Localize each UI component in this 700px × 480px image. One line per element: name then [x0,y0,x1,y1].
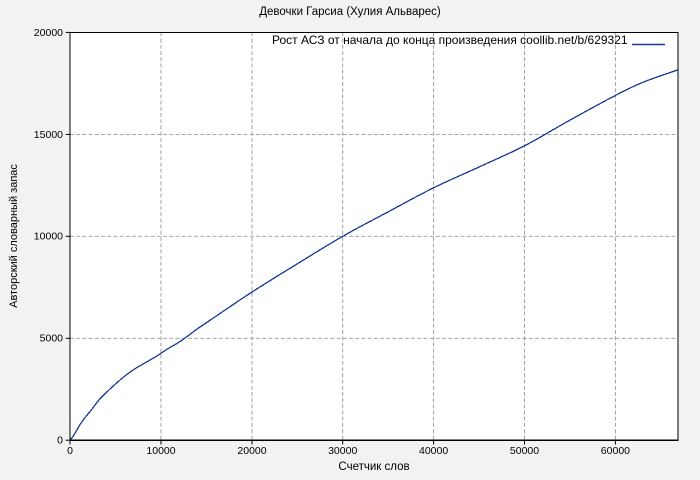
svg-text:50000: 50000 [510,445,539,457]
svg-text:0: 0 [57,435,63,447]
svg-text:20000: 20000 [34,27,63,39]
svg-text:5000: 5000 [40,333,64,345]
svg-text:15000: 15000 [34,129,63,141]
svg-text:10000: 10000 [146,445,175,457]
svg-text:0: 0 [67,445,73,457]
svg-text:10000: 10000 [34,231,63,243]
svg-text:20000: 20000 [237,445,266,457]
svg-text:60000: 60000 [601,445,630,457]
svg-text:30000: 30000 [328,445,357,457]
svg-text:40000: 40000 [419,445,448,457]
